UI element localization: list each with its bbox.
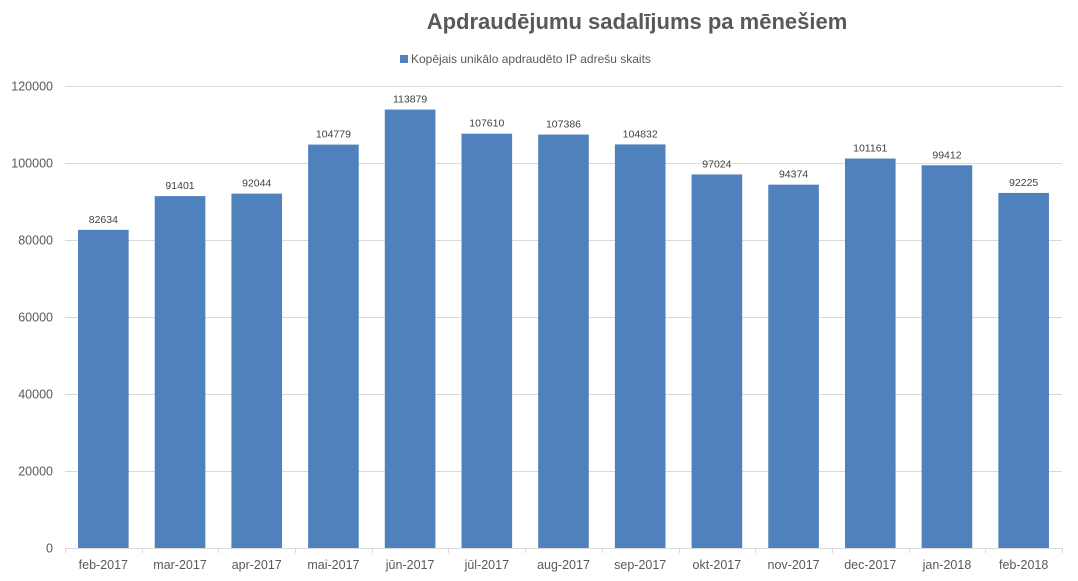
data-label: 104779 <box>316 129 351 141</box>
y-tick-label: 80000 <box>18 234 53 248</box>
data-label: 92044 <box>242 178 271 190</box>
x-tick-label: feb-2018 <box>999 558 1048 572</box>
axes <box>65 548 1063 553</box>
data-label: 101161 <box>853 143 887 155</box>
data-label: 104832 <box>623 128 658 140</box>
bar <box>231 193 283 548</box>
bar <box>921 165 973 548</box>
x-tick-label: jūl-2017 <box>464 558 510 572</box>
x-axis-ticks: feb-2017 mar-2017 apr-2017 mai-2017 jūn-2017… <box>79 558 1049 572</box>
y-axis-ticks: 0 20000 40000 60000 80000 100000 120000 <box>11 80 53 556</box>
bar <box>384 109 436 548</box>
bar <box>461 133 513 549</box>
y-tick-label: 40000 <box>18 388 53 402</box>
legend-swatch <box>400 55 408 63</box>
x-tick-label: okt-2017 <box>693 558 742 572</box>
bar <box>78 229 129 548</box>
bar <box>154 196 206 549</box>
y-tick-label: 100000 <box>11 157 53 171</box>
legend-label: Kopējais unikālo apdraudēto IP adrešu sk… <box>411 52 651 66</box>
bar <box>308 144 359 549</box>
bar <box>998 192 1049 548</box>
x-tick-label: aug-2017 <box>537 558 590 572</box>
x-tick-label: mar-2017 <box>153 558 207 572</box>
data-label: 113879 <box>393 94 427 106</box>
data-label: 97024 <box>702 158 731 170</box>
x-tick-label: dec-2017 <box>844 558 896 572</box>
data-label: 107386 <box>546 119 581 131</box>
y-tick-label: 60000 <box>18 311 53 325</box>
data-label: 107610 <box>469 118 504 130</box>
x-tick-label: nov-2017 <box>768 558 820 572</box>
bar <box>538 134 589 548</box>
data-labels: 82634 91401 92044 104779 113879 107610 107386 1… <box>89 94 1039 226</box>
bar <box>844 158 896 548</box>
x-tick-label: apr-2017 <box>232 558 282 572</box>
x-tick-label: mai-2017 <box>307 558 359 572</box>
bar <box>768 184 819 548</box>
data-label: 91401 <box>165 180 194 192</box>
bar <box>614 144 666 549</box>
data-label: 99412 <box>932 149 961 161</box>
y-tick-label: 120000 <box>11 80 53 94</box>
legend: Kopējais unikālo apdraudēto IP adrešu sk… <box>400 52 651 66</box>
x-tick-label: sep-2017 <box>614 558 666 572</box>
data-label: 94374 <box>779 169 808 181</box>
bars <box>78 109 1049 549</box>
x-tick-label: jūn-2017 <box>385 558 435 572</box>
data-label: 92225 <box>1009 177 1038 189</box>
y-tick-label: 20000 <box>18 465 53 479</box>
bar <box>691 174 743 549</box>
chart-title: Apdraudējumu sadalījums pa mēnešiem <box>427 9 848 34</box>
x-tick-label: jan-2018 <box>922 558 972 572</box>
x-tick-label: feb-2017 <box>79 558 128 572</box>
data-label: 82634 <box>89 214 118 226</box>
y-tick-label: 0 <box>46 542 53 556</box>
